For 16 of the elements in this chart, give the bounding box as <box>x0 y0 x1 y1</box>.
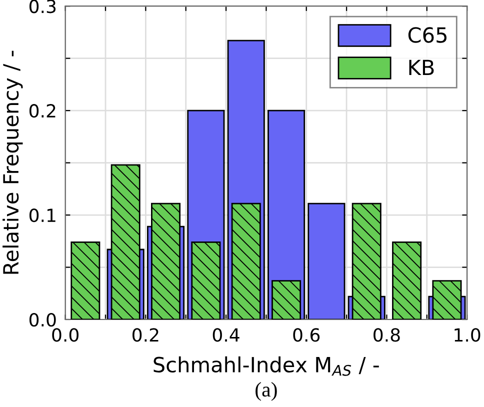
x-tick-label: 0.8 <box>374 328 400 342</box>
x-axis-title: Schmahl-Index M$_{AS}$ / - <box>154 356 379 376</box>
legend-label: C65 <box>408 27 446 43</box>
x-tick-label: 1.0 <box>454 328 480 342</box>
legend-label: KB <box>409 60 434 76</box>
x-tick-label: 0.6 <box>293 328 320 342</box>
y-tick-label: 0.0 <box>29 312 56 327</box>
y-tick-label: 0.3 <box>29 0 56 14</box>
x-tick-label: 0.4 <box>212 328 240 342</box>
x-tick-label: 0.2 <box>132 328 158 342</box>
y-tick-label: 0.1 <box>29 208 56 222</box>
y-axis-title: Relative Frequency / - <box>2 50 23 274</box>
text: (a) <box>256 382 277 401</box>
x-tick-label: 0.0 <box>52 328 78 342</box>
y-tick-label: 0.2 <box>29 104 56 118</box>
bar <box>308 202 346 320</box>
